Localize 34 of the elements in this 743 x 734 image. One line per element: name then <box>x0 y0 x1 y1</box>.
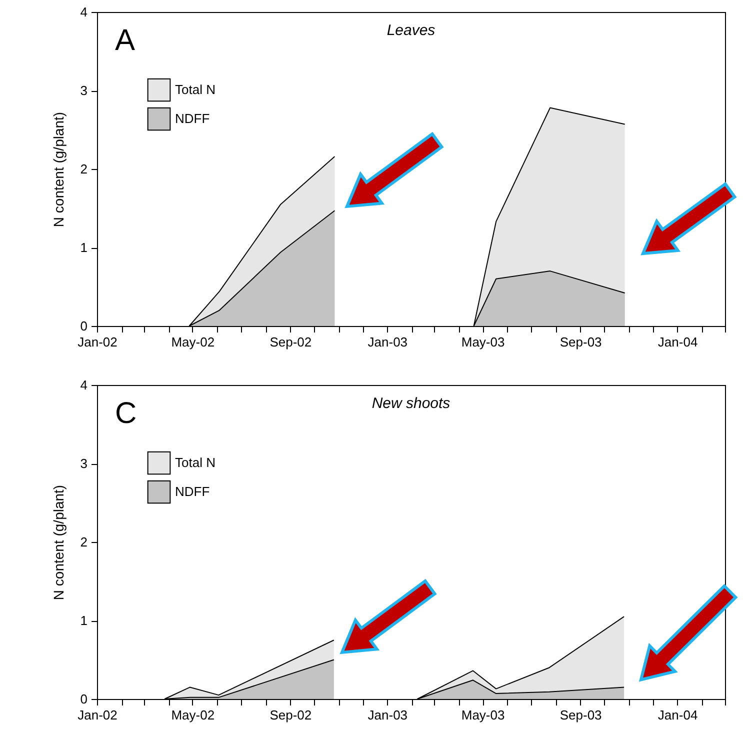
x-tick-label: Jan-04 <box>658 708 698 722</box>
y-axis-title: N content (g/plant) <box>50 484 66 600</box>
x-tick-label: Sep-03 <box>560 334 602 350</box>
y-axis-title: N content (g/plant) <box>50 112 66 228</box>
annotation: C <box>115 397 137 430</box>
y-tick-label: 0 <box>80 318 88 334</box>
y-tick-label: 0 <box>80 692 88 706</box>
x-tick-label: Sep-02 <box>270 334 312 350</box>
annotation: A <box>115 24 136 57</box>
x-tick-label: May-03 <box>461 334 505 350</box>
text: Leaves <box>386 22 436 39</box>
x-tick-label: Sep-03 <box>560 708 602 722</box>
y-tick-label: 3 <box>80 456 88 471</box>
x-tick-label: Jan-03 <box>368 708 408 722</box>
x-tick-label: Jan-03 <box>368 334 408 350</box>
legend-label: NDFF <box>175 484 210 499</box>
y-tick-label: 1 <box>80 613 88 628</box>
legend-label: NDFF <box>175 111 210 126</box>
legend-label: Total N <box>175 455 216 470</box>
x-tick-label: Jan-02 <box>78 708 118 722</box>
y-tick-label: 4 <box>80 378 88 392</box>
y-tick-label: 3 <box>80 83 88 98</box>
x-tick-label: May-02 <box>171 334 215 350</box>
y-tick-label: 1 <box>80 240 88 255</box>
x-tick-label: May-03 <box>461 708 505 722</box>
x-tick-label: Jan-04 <box>658 334 698 350</box>
y-tick-label: 2 <box>80 534 88 550</box>
y-tick-label: 4 <box>80 4 88 20</box>
x-tick-label: Sep-02 <box>270 708 312 722</box>
legend-label: Total N <box>175 82 216 97</box>
y-tick-label: 2 <box>80 162 88 176</box>
x-tick-label: May-02 <box>171 708 215 722</box>
x-tick-label: Jan-02 <box>78 334 118 350</box>
text: New shoots <box>372 395 451 412</box>
